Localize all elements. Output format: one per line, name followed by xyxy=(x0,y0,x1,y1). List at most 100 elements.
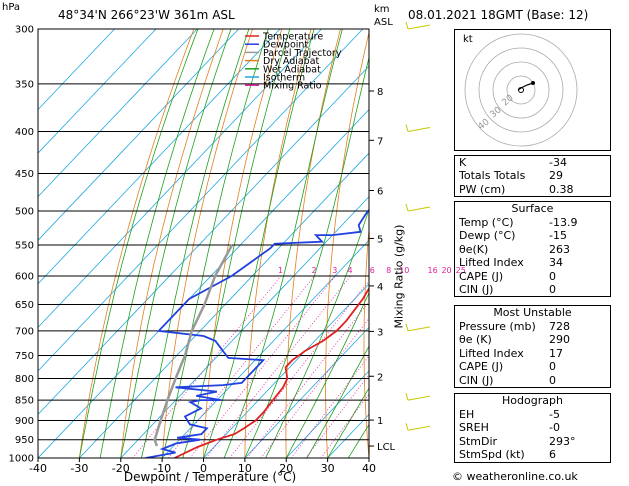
mu-key: Lifted Index xyxy=(459,346,524,360)
pressure-tick-label: 400 xyxy=(15,127,34,138)
pressure-tick-label: 900 xyxy=(15,416,34,427)
mu-row: θe (K) 290 xyxy=(455,333,610,346)
hodo-ring-label-20: 20 xyxy=(501,93,516,108)
mu-value: 728 xyxy=(549,320,570,333)
pressure-tick-label: 350 xyxy=(15,79,34,90)
surface-row: Temp (°C) -13.9 xyxy=(455,216,610,229)
km-tick-label: 1 xyxy=(377,416,383,427)
x-tick-label: 40 xyxy=(362,462,376,475)
surface-key: CAPE (J) xyxy=(459,269,504,283)
wind-barb xyxy=(407,395,431,401)
index-key: K xyxy=(459,156,467,169)
datetime-label: 08.01.2021 18GMT (Base: 12) xyxy=(408,8,589,22)
x-tick-label: -40 xyxy=(29,462,47,475)
series-dewpoint xyxy=(145,208,369,458)
mixing-ratio-label: 3 xyxy=(332,266,337,275)
mu-row: Lifted Index 17 xyxy=(455,347,610,360)
x-tick-label: 0 xyxy=(200,462,207,475)
surface-value: 0 xyxy=(549,269,556,283)
wind-barb-flag xyxy=(405,423,409,431)
hodo-ring-label-30: 30 xyxy=(489,105,504,120)
hodograph-panel: kt 40 30 20 xyxy=(454,29,611,151)
pressure-tick-label: 500 xyxy=(15,207,34,218)
wind-barb xyxy=(407,24,431,30)
hodo-value: -5 xyxy=(549,408,560,421)
mu-key: Pressure (mb) xyxy=(459,320,536,333)
mixing-ratio-label: 6 xyxy=(370,266,375,275)
indices-table: K -34 Totals Totals 29 PW (cm) 0.38 xyxy=(454,155,611,198)
mixing-ratio-line xyxy=(246,301,369,458)
hodo-value: 6 xyxy=(549,448,556,462)
pressure-tick-label: 450 xyxy=(15,169,34,180)
hodo-value: 293° xyxy=(549,434,576,448)
km-tick-label: 8 xyxy=(377,87,383,98)
wind-barb-flag xyxy=(405,392,409,401)
isotherm-line xyxy=(38,29,281,285)
x-tick-label: -30 xyxy=(70,462,88,475)
isotherm-line xyxy=(38,108,369,458)
surface-table: Surface Temp (°C) -13.9 Dewp (°C) -15 θe(K… xyxy=(454,201,611,298)
mu-key: CAPE (J) xyxy=(459,360,504,374)
x-tick-label: 10 xyxy=(238,462,252,475)
mixing-ratio-label: 25 xyxy=(456,266,466,275)
wind-barb xyxy=(407,127,431,132)
wet-adiabat-line xyxy=(120,29,232,458)
mu-value: 290 xyxy=(549,333,570,347)
mu-value: 0 xyxy=(549,360,556,374)
mixing-ratio-label: 1 xyxy=(278,266,283,275)
hodo-key: SREH xyxy=(459,421,489,435)
surface-title: Surface xyxy=(511,202,554,215)
mu-row: CIN (J) 0 xyxy=(455,374,610,387)
hodo-trace xyxy=(517,82,534,91)
mixing-ratio-label: 10 xyxy=(399,266,409,275)
pressure-tick-label: 300 xyxy=(15,25,34,36)
mixing-ratio-label: 4 xyxy=(348,266,353,275)
surface-key: θe(K) xyxy=(459,242,489,256)
hodo-unit-label: kt xyxy=(463,34,473,45)
isotherm-line xyxy=(285,370,369,458)
pressure-unit-label: hPa xyxy=(2,2,21,13)
legend-label: Temperature xyxy=(262,32,323,43)
km-tick-label: LCL xyxy=(377,442,396,453)
isotherm-line xyxy=(203,283,369,458)
location-label: 48°34'N 266°23'W 361m ASL xyxy=(58,8,235,22)
km-tick-label: 6 xyxy=(377,186,383,197)
legend-label: Dewpoint xyxy=(263,40,308,51)
index-row-tt: Totals Totals 29 xyxy=(455,169,610,182)
legend-label: Parcel Trajectory xyxy=(263,48,342,59)
hodo-storm-marker xyxy=(518,87,524,93)
hodo-key: StmSpd (kt) xyxy=(459,448,525,462)
isotherm-line xyxy=(244,326,369,458)
isotherm-line xyxy=(38,29,157,154)
wet-adiabat-line xyxy=(141,29,250,458)
credit-label[interactable]: © weatheronline.co.uk xyxy=(452,470,578,483)
hodograph-table: Hodograph EH -5 SREH -0 StmDir 293° StmSpd … xyxy=(454,393,611,463)
mixing-ratio-line xyxy=(132,275,282,458)
wind-barb-flag xyxy=(405,124,409,132)
hodo-key: EH xyxy=(459,408,475,421)
mu-key: CIN (J) xyxy=(459,373,494,387)
surface-row: Dewp (°C) -15 xyxy=(455,229,610,242)
mixing-ratio-label: 16 xyxy=(428,266,438,275)
km-tick-label: 3 xyxy=(377,327,383,338)
surface-key: Lifted Index xyxy=(459,256,524,270)
pressure-tick-label: 700 xyxy=(15,326,34,337)
surface-value: -13.9 xyxy=(549,216,578,229)
km-tick-label: 4 xyxy=(377,282,383,293)
wind-barb-flag xyxy=(405,203,409,212)
index-value: 0.38 xyxy=(549,182,574,196)
isotherm-line xyxy=(38,29,239,241)
hodo-point xyxy=(531,81,535,85)
index-key: Totals Totals xyxy=(459,169,526,183)
hodograph-plot: kt 40 30 20 xyxy=(463,33,578,147)
wind-barb xyxy=(407,425,431,431)
pressure-tick-label: 650 xyxy=(15,300,34,311)
x-tick-label: -20 xyxy=(112,462,130,475)
x-tick-label: 30 xyxy=(321,462,335,475)
km-tick-label: 7 xyxy=(377,136,383,147)
pressure-tick-label: 950 xyxy=(15,435,34,446)
x-axis-label: Dewpoint / Temperature (°C) xyxy=(123,470,297,484)
mixing-ratio-line xyxy=(229,280,369,458)
mu-row: CAPE (J) 0 xyxy=(455,360,610,373)
surface-value: 0 xyxy=(549,282,556,296)
